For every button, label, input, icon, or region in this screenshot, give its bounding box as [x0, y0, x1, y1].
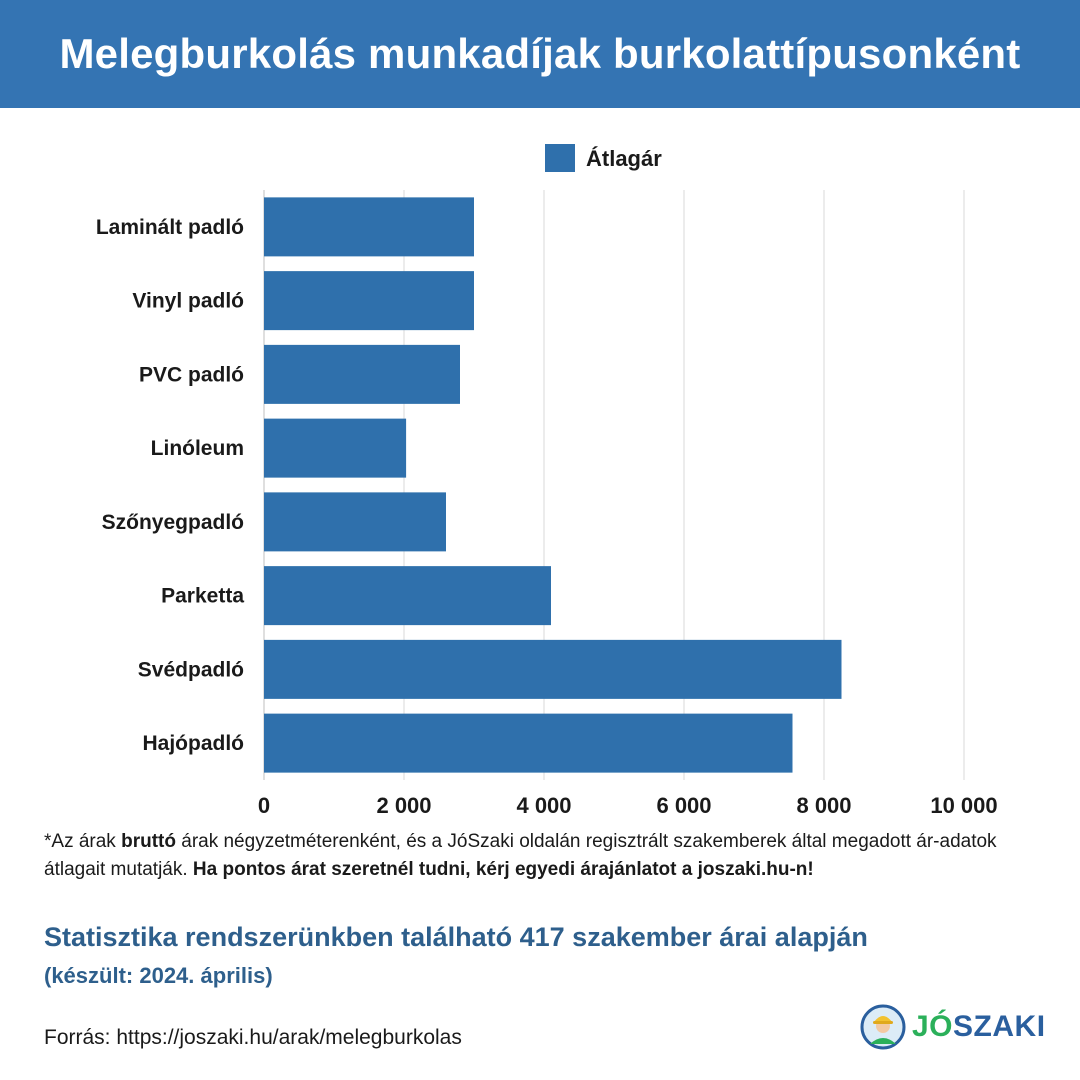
x-tick-label: 8 000: [796, 793, 851, 818]
title-bar: Melegburkolás munkadíjak burkolattípuson…: [0, 0, 1080, 108]
legend-swatch: [545, 144, 575, 172]
category-label: Linóleum: [151, 437, 244, 460]
joszaki-logo[interactable]: JÓSZAKI: [860, 1004, 1046, 1050]
bar: [264, 713, 793, 773]
bar: [264, 271, 474, 331]
footnote: *Az árak bruttó árak négyzetméterenként,…: [44, 828, 1044, 884]
logo-text: JÓSZAKI: [912, 1010, 1046, 1043]
footnote-text-2: árak négyzetméterenként, és a JóSzaki ol…: [44, 831, 997, 880]
footnote-bold-2: Ha pontos árat szeretnél tudni, kérj egy…: [192, 859, 814, 880]
category-label: PVC padló: [139, 363, 244, 386]
category-label: Parketta: [161, 585, 244, 608]
x-tick-label: 0: [258, 793, 270, 818]
bar-chart: 0 2 000 4 000 6 000 8 000 10 000 Laminált padl…: [96, 144, 998, 818]
category-label: Szőnyegpadló: [102, 511, 244, 534]
x-tick-label: 2 000: [376, 793, 431, 818]
x-tick-label: 10 000: [930, 793, 997, 818]
category-label: Hajópadló: [142, 732, 244, 755]
category-label: Laminált padló: [96, 216, 244, 239]
category-label: Svédpadló: [138, 658, 244, 681]
bar: [264, 566, 551, 626]
x-tick-label: 4 000: [516, 793, 571, 818]
x-tick-label: 6 000: [656, 793, 711, 818]
bar: [264, 344, 460, 404]
date-line: (készült: 2024. április): [44, 963, 273, 988]
category-label: Vinyl padló: [132, 290, 244, 313]
bar: [264, 197, 474, 257]
bar: [264, 418, 407, 478]
footnote-bold-1: bruttó: [121, 831, 176, 852]
statistics-line: Statisztika rendszerünkben található 417…: [44, 922, 868, 952]
legend-label: Átlagár: [586, 146, 662, 171]
bar: [264, 639, 842, 699]
page-title: Melegburkolás munkadíjak burkolattípuson…: [59, 30, 1021, 77]
source-line: Forrás: https://joszaki.hu/arak/melegbur…: [44, 1026, 462, 1049]
worker-avatar-icon: [860, 1004, 906, 1050]
footnote-text-1: *Az árak: [44, 831, 122, 852]
bar: [264, 492, 446, 552]
